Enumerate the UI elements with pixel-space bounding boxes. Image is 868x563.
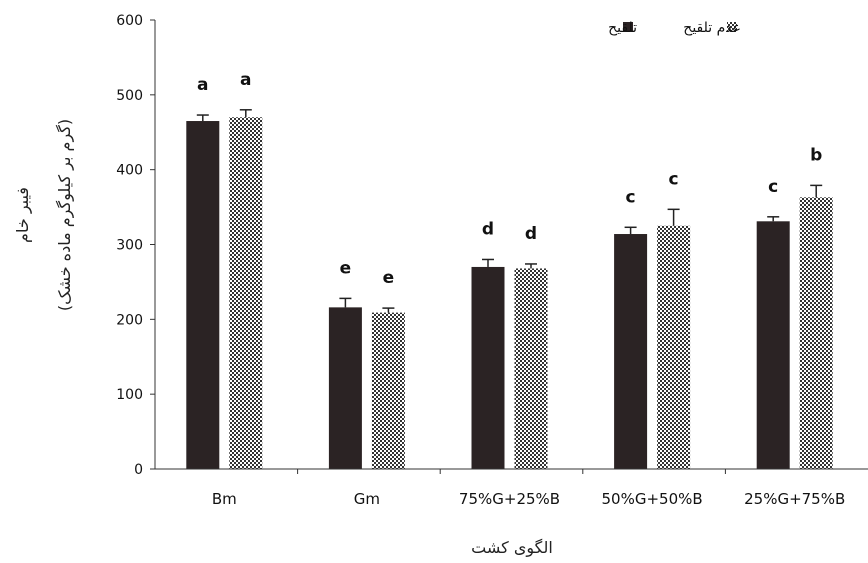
bar [186,121,220,470]
y-tick-label: 600 [116,13,143,29]
significance-letter: c [626,187,636,207]
significance-letter: e [340,258,352,278]
y-axis: 0 100 200 300 400 500 600 [116,13,156,478]
significance-letter: c [768,177,778,197]
bar [514,268,548,469]
significance-letter: b [810,145,822,165]
y-tick-label: 100 [116,387,143,403]
significance-letter: a [197,75,208,95]
bar [657,225,691,469]
bar [229,117,263,470]
y-axis-label-group: فیبر خام (گرم بر کیلوگرم ماده خشک) [13,119,75,311]
significance-letter: d [525,224,537,244]
y-tick-label: 400 [116,163,143,179]
x-tick-label: 75%G+25%B [459,490,560,508]
y-tick-label: 0 [134,462,143,478]
x-axis-label: الگوی کشت [471,538,553,558]
bar [614,234,648,469]
bars-group: a a e e d d c c c b [186,70,833,470]
bar [756,221,790,469]
significance-letter: d [482,219,494,239]
y-tick-label: 500 [116,88,143,104]
bar [371,312,405,469]
y-axis-label: فیبر خام [13,187,33,243]
significance-letter: a [240,70,251,90]
bar [471,266,505,469]
y-axis-unit: (گرم بر کیلوگرم ماده خشک) [55,119,75,311]
x-tick-label: 25%G+75%B [744,490,845,508]
x-axis: Bm Gm 75%G+25%B 50%G+50%B 25%G+75%B [155,468,868,508]
y-tick-label: 200 [116,312,143,328]
x-tick-label: Bm [212,490,237,508]
significance-letter: c [669,169,679,189]
bar [799,197,833,470]
y-tick-label: 300 [116,238,143,254]
legend-swatch-inoculated [623,22,633,32]
legend: تلقیح عدم تلقیح [608,20,741,36]
legend-swatch-non-inoculated [727,22,737,32]
x-tick-label: 50%G+50%B [602,490,703,508]
bar [328,307,362,469]
x-tick-label: Gm [354,490,380,508]
legend-label-inoculated: تلقیح [608,20,637,36]
significance-letter: e [383,268,395,288]
legend-label-non-inoculated: عدم تلقیح [683,20,741,36]
